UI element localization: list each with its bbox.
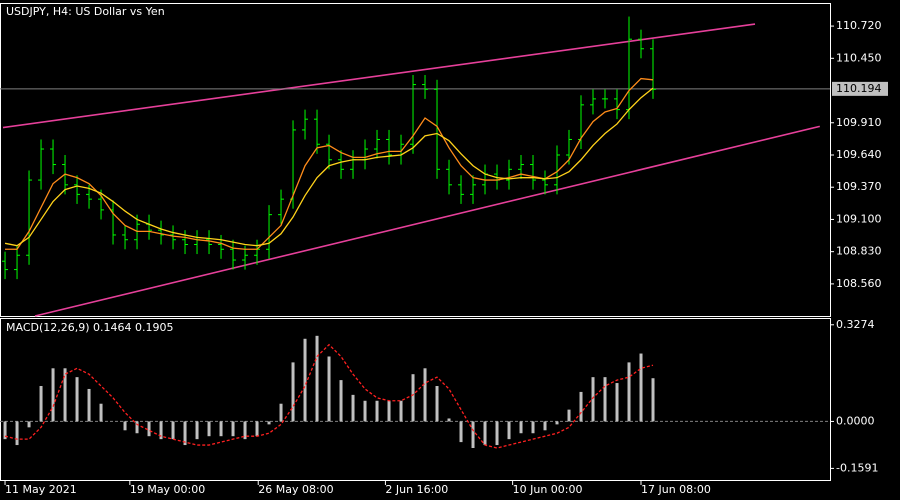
histogram-bar <box>579 391 583 422</box>
histogram-bar <box>435 386 439 422</box>
histogram-bar <box>423 368 427 422</box>
y-tick-label: 109.910 <box>836 116 882 129</box>
histogram-bar <box>123 421 127 431</box>
histogram-bar <box>651 378 655 422</box>
histogram-bar <box>195 421 199 440</box>
trend-line <box>34 125 820 317</box>
histogram-bar <box>447 418 451 422</box>
histogram-bar <box>231 421 235 437</box>
histogram-bar <box>15 421 19 446</box>
histogram-bar <box>543 421 547 431</box>
histogram-bar <box>375 400 379 422</box>
trend-line <box>2 23 756 129</box>
histogram-bar <box>363 400 367 422</box>
histogram-bar <box>555 421 559 425</box>
moving-average <box>4 87 654 247</box>
y-tick-label: 108.560 <box>836 277 882 290</box>
histogram-bar <box>75 377 79 422</box>
main-panel-frame <box>0 3 831 317</box>
histogram-bar <box>387 400 391 422</box>
macd-panel-frame <box>0 318 831 481</box>
histogram-bar <box>399 400 403 422</box>
histogram-bar <box>147 421 151 437</box>
y-tick-label: 110.720 <box>836 19 882 32</box>
histogram-bar <box>279 403 283 422</box>
x-tick-label: 26 May 08:00 <box>258 483 333 496</box>
histogram-bar <box>171 421 175 440</box>
histogram-bar <box>39 386 43 422</box>
histogram-bar <box>567 409 571 422</box>
histogram-bar <box>51 368 55 422</box>
histogram-bar <box>471 421 475 449</box>
histogram-bar <box>507 421 511 440</box>
histogram-bar <box>87 388 91 422</box>
histogram-bar <box>291 362 295 422</box>
histogram-bar <box>327 356 331 422</box>
histogram-bar <box>351 394 355 422</box>
y-tick-label: 109.640 <box>836 148 882 161</box>
y-tick-label: 110.450 <box>836 51 882 64</box>
x-tick-label: 11 May 2021 <box>5 483 77 496</box>
histogram-bar <box>339 380 343 422</box>
macd-title: MACD(12,26,9) 0.1464 0.1905 <box>6 321 174 334</box>
histogram-bar <box>63 368 67 422</box>
histogram-bar <box>27 421 31 428</box>
x-tick-label: 2 Jun 16:00 <box>385 483 448 496</box>
histogram-bar <box>639 353 643 422</box>
y-tick-label: 108.830 <box>836 245 882 258</box>
histogram-bar <box>183 421 187 446</box>
histogram-bar <box>255 421 259 437</box>
x-tick-label: 10 Jun 00:00 <box>513 483 583 496</box>
histogram-bar <box>159 421 163 440</box>
histogram-bar <box>219 421 223 437</box>
histogram-bar <box>315 335 319 422</box>
histogram-bar <box>531 421 535 434</box>
y-tick-label: 0.3274 <box>836 318 875 331</box>
x-tick-label: 19 May 00:00 <box>130 483 205 496</box>
histogram-bar <box>495 421 499 446</box>
histogram-bar <box>411 374 415 422</box>
current-price-box <box>832 81 888 96</box>
histogram-bar <box>243 421 247 440</box>
y-tick-label: -0.1591 <box>836 461 878 474</box>
x-tick-label: 17 Jun 08:00 <box>641 483 711 496</box>
histogram-bar <box>591 377 595 422</box>
current-price-label: 110.194 <box>836 82 882 95</box>
histogram-bar <box>99 403 103 422</box>
y-tick-label: 0.0000 <box>836 414 875 427</box>
histogram-bar <box>135 421 139 434</box>
histogram-bar <box>267 421 271 425</box>
histogram-bar <box>615 383 619 422</box>
histogram-bar <box>3 421 7 440</box>
histogram-bar <box>519 421 523 434</box>
histogram-bar <box>627 362 631 422</box>
histogram-bar <box>483 421 487 446</box>
y-tick-label: 109.100 <box>836 212 882 225</box>
histogram-bar <box>207 421 211 437</box>
chart-title: USDJPY, H4: US Dollar vs Yen <box>6 5 165 18</box>
y-tick-label: 109.370 <box>836 180 882 193</box>
histogram-bar <box>603 377 607 422</box>
histogram-bar <box>459 421 463 443</box>
histogram-bar <box>303 338 307 422</box>
signal-line <box>4 343 654 449</box>
